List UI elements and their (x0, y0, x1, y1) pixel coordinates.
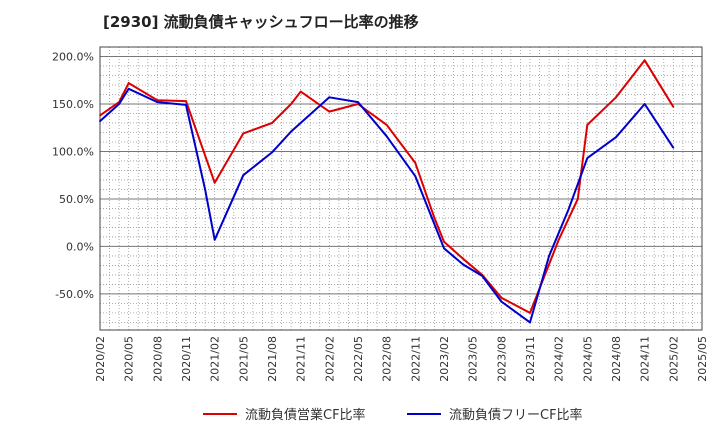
data-point (586, 157, 589, 160)
data-point (204, 188, 207, 191)
data-point (500, 296, 503, 299)
data-point (213, 181, 216, 184)
data-point (357, 101, 359, 103)
x-tick-label: 2023/08 (495, 336, 508, 382)
data-point (156, 99, 159, 102)
data-point (156, 101, 159, 103)
data-point (481, 274, 484, 277)
legend-label: 流動負債営業CF比率 (245, 407, 366, 423)
x-tick-label: 2021/02 (209, 336, 222, 382)
x-tick-label: 2022/02 (323, 336, 336, 382)
x-tick-label: 2025/02 (667, 336, 680, 382)
data-point (500, 300, 503, 303)
data-point (615, 96, 617, 99)
data-point (557, 238, 560, 241)
data-point (290, 103, 293, 105)
data-point (271, 122, 273, 124)
x-tick-label: 2020/11 (180, 336, 193, 382)
data-point (185, 100, 187, 103)
x-tick-label: 2020/02 (94, 336, 107, 382)
x-tick-label: 2023/11 (524, 336, 537, 382)
y-tick-label: 0.0% (66, 240, 94, 253)
data-point (615, 136, 617, 139)
x-tick-label: 2021/11 (295, 336, 308, 382)
x-tick-label: 2025/05 (696, 336, 709, 382)
data-point (242, 132, 245, 135)
y-tick-label: 100.0% (52, 145, 94, 158)
data-point (414, 175, 417, 178)
data-point (385, 123, 388, 126)
data-point (529, 321, 531, 324)
data-point (443, 247, 445, 250)
data-point (213, 238, 216, 241)
x-tick-label: 2022/11 (409, 336, 422, 382)
data-point (242, 174, 245, 177)
x-tick-label: 2023/02 (438, 336, 451, 382)
data-point (672, 146, 675, 149)
data-point (567, 209, 570, 212)
data-point (586, 123, 589, 126)
data-point (643, 59, 646, 62)
data-point (433, 217, 436, 219)
x-tick-label: 2020/05 (123, 336, 136, 382)
y-tick-label: -50.0% (55, 288, 94, 301)
data-point (299, 90, 302, 93)
series-line-1 (99, 59, 675, 314)
x-tick-label: 2024/05 (581, 336, 594, 382)
data-point (576, 198, 579, 200)
data-point (385, 135, 388, 138)
data-point (643, 103, 646, 105)
legend-label: 流動負債フリーCF比率 (449, 407, 583, 423)
data-point (328, 110, 331, 113)
data-point (127, 87, 130, 90)
data-point (529, 312, 531, 314)
data-point (443, 240, 445, 243)
grid-lines (99, 47, 703, 330)
data-point (118, 103, 121, 105)
x-tick-label: 2024/08 (610, 336, 623, 382)
x-tick-label: 2021/05 (237, 336, 250, 382)
axes: 200.0% 150.0% 100.0% 50.0% 0.0% -50.0% 2020/02… (52, 46, 709, 382)
chart-title: [2930] 流動負債キャッシュフロー比率の推移 (103, 13, 419, 31)
data-point (99, 114, 101, 117)
data-point (548, 255, 551, 257)
data-point (127, 82, 130, 84)
plot-frame (99, 46, 703, 331)
x-tick-label: 2023/05 (467, 336, 480, 382)
data-point (672, 105, 675, 108)
x-tick-label: 2024/02 (553, 336, 566, 382)
data-point (290, 130, 293, 133)
y-tick-label: 50.0% (59, 193, 94, 206)
data-point (414, 161, 417, 164)
y-tick-label: 200.0% (52, 50, 94, 63)
x-tick-label: 2020/08 (151, 336, 164, 382)
x-tick-label: 2021/08 (266, 336, 279, 382)
legend: 流動負債営業CF比率 流動負債フリーCF比率 (203, 407, 583, 423)
y-tick-label: 150.0% (52, 98, 94, 111)
data-point (271, 151, 273, 154)
data-point (99, 120, 101, 122)
x-tick-label: 2024/11 (639, 336, 652, 382)
series-lines (99, 59, 675, 324)
data-point (185, 104, 187, 106)
data-point (462, 257, 465, 260)
x-tick-label: 2022/05 (352, 336, 365, 382)
data-point (462, 263, 465, 266)
x-tick-label: 2022/08 (381, 336, 394, 382)
data-point (328, 96, 331, 99)
